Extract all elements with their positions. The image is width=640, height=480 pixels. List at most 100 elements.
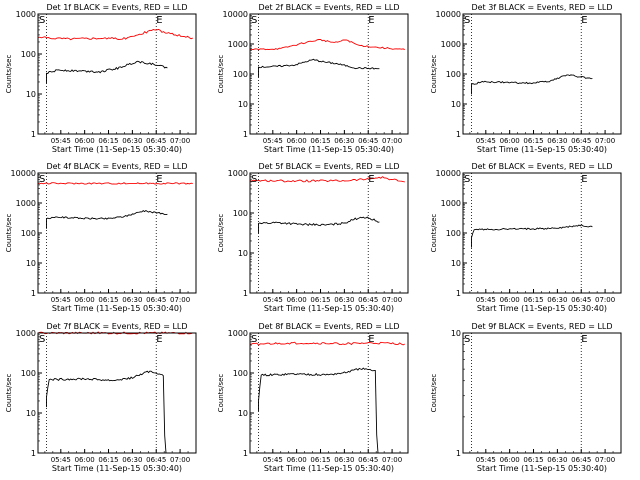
plot-frame bbox=[462, 172, 622, 294]
y-tick-label: 1000 bbox=[16, 199, 36, 208]
panel-title: Det 4f BLACK = Events, RED = LLD bbox=[46, 162, 187, 171]
panel-title: Det 2f BLACK = Events, RED = LLD bbox=[258, 3, 399, 12]
marker-s-label: S bbox=[251, 334, 257, 345]
series-events-line bbox=[471, 224, 593, 248]
x-tick-label: 06:15 bbox=[98, 456, 118, 464]
y-tick-label: 1 bbox=[243, 449, 248, 458]
marker-s-label: S bbox=[39, 334, 45, 345]
plot-frame bbox=[249, 332, 409, 454]
x-axis-label: Start Time (11-Sep-15 05:30:40) bbox=[264, 145, 394, 154]
marker-s-label: S bbox=[251, 174, 257, 185]
y-tick-label: 100 bbox=[21, 369, 36, 378]
x-tick-label: 06:00 bbox=[500, 456, 520, 464]
y-axis-label: Counts/sec bbox=[430, 214, 438, 253]
series-lld-line bbox=[249, 341, 406, 346]
y-tick-label: 1 bbox=[31, 449, 36, 458]
x-tick-label: 05:45 bbox=[51, 296, 71, 304]
y-tick-label: 1000 bbox=[441, 199, 461, 208]
marker-e-label: E bbox=[581, 174, 587, 185]
marker-s-label: S bbox=[464, 334, 470, 345]
series-events-line bbox=[258, 58, 380, 78]
x-tick-label: 06:30 bbox=[547, 296, 567, 304]
marker-e-label: E bbox=[368, 174, 374, 185]
marker-e-label: E bbox=[156, 174, 162, 185]
series-events-line bbox=[46, 60, 168, 84]
panel-title: Det 5f BLACK = Events, RED = LLD bbox=[258, 162, 399, 171]
x-tick-label: 06:30 bbox=[334, 137, 354, 145]
x-tick-label: 06:45 bbox=[358, 296, 378, 304]
y-axis-label: Counts/sec bbox=[430, 55, 438, 94]
y-axis-label: Counts/sec bbox=[430, 374, 438, 413]
x-tick-label: 06:45 bbox=[571, 296, 591, 304]
y-tick-label: 1 bbox=[31, 289, 36, 298]
marker-s-label: S bbox=[464, 15, 470, 26]
x-tick-label: 05:45 bbox=[476, 137, 496, 145]
x-tick-label: 06:45 bbox=[146, 296, 166, 304]
x-tick-label: 06:30 bbox=[122, 296, 142, 304]
panel-det-5: Det 5f BLACK = Events, RED = LLD 1 10 100 10… bbox=[217, 162, 409, 313]
y-tick-label: 10 bbox=[451, 259, 461, 268]
y-tick-label: 100 bbox=[21, 50, 36, 59]
x-tick-label: 05:45 bbox=[476, 456, 496, 464]
y-tick-label: 100 bbox=[233, 369, 248, 378]
x-tick-label: 07:00 bbox=[595, 137, 615, 145]
plot-frame bbox=[249, 13, 409, 135]
x-axis-label: Start Time (11-Sep-15 05:30:40) bbox=[264, 304, 394, 313]
y-tick-label: 1000 bbox=[16, 329, 36, 338]
x-tick-label: 07:00 bbox=[382, 456, 402, 464]
y-tick-label: 1 bbox=[243, 130, 248, 139]
panel-det-2: Det 2f BLACK = Events, RED = LLD 1 10 100 10… bbox=[217, 3, 409, 154]
marker-s-label: S bbox=[39, 174, 45, 185]
x-axis-label: Start Time (11-Sep-15 05:30:40) bbox=[52, 145, 182, 154]
x-tick-label: 07:00 bbox=[595, 296, 615, 304]
panel-title: Det 7f BLACK = Events, RED = LLD bbox=[46, 322, 187, 331]
series-events-line bbox=[46, 209, 168, 229]
marker-s-label: S bbox=[464, 174, 470, 185]
y-axis-label: Counts/sec bbox=[5, 214, 13, 253]
x-tick-label: 06:45 bbox=[146, 137, 166, 145]
y-tick-label: 1 bbox=[456, 130, 461, 139]
x-tick-label: 06:15 bbox=[523, 456, 543, 464]
plot-frame bbox=[37, 13, 197, 135]
x-tick-label: 06:15 bbox=[310, 456, 330, 464]
x-axis-label: Start Time (11-Sep-15 05:30:40) bbox=[52, 304, 182, 313]
plot-frame bbox=[462, 332, 622, 454]
panel-det-9: Det 9f BLACK = Events, RED = LLD 1 10 Count… bbox=[430, 322, 622, 473]
x-tick-label: 06:15 bbox=[98, 296, 118, 304]
plot-frame bbox=[462, 13, 622, 135]
y-tick-label: 10 bbox=[26, 90, 36, 99]
x-tick-label: 07:00 bbox=[170, 456, 190, 464]
y-tick-label: 1 bbox=[456, 289, 461, 298]
x-axis-label: Start Time (11-Sep-15 05:30:40) bbox=[477, 464, 607, 473]
x-tick-label: 06:45 bbox=[146, 456, 166, 464]
marker-e-label: E bbox=[581, 334, 587, 345]
marker-e-label: E bbox=[156, 15, 162, 26]
series-events-line bbox=[258, 367, 380, 454]
y-tick-label: 10000 bbox=[11, 169, 36, 178]
x-tick-label: 06:45 bbox=[571, 456, 591, 464]
x-tick-label: 06:45 bbox=[571, 137, 591, 145]
x-tick-label: 06:15 bbox=[523, 137, 543, 145]
x-tick-label: 05:45 bbox=[263, 456, 283, 464]
y-tick-label: 100 bbox=[446, 229, 461, 238]
y-tick-label: 100 bbox=[233, 70, 248, 79]
y-tick-label: 10 bbox=[238, 409, 248, 418]
y-axis-label: Counts/sec bbox=[5, 374, 13, 413]
x-tick-label: 06:30 bbox=[334, 456, 354, 464]
x-tick-label: 05:45 bbox=[263, 296, 283, 304]
x-tick-label: 06:30 bbox=[122, 456, 142, 464]
x-tick-label: 05:45 bbox=[476, 296, 496, 304]
y-tick-label: 10 bbox=[238, 100, 248, 109]
y-tick-label: 1000 bbox=[441, 40, 461, 49]
x-tick-label: 05:45 bbox=[51, 456, 71, 464]
x-axis-label: Start Time (11-Sep-15 05:30:40) bbox=[52, 464, 182, 473]
y-tick-label: 10000 bbox=[436, 169, 461, 178]
panel-det-1: Det 1f BLACK = Events, RED = LLD 1 10 100 10… bbox=[5, 3, 197, 154]
x-tick-label: 06:00 bbox=[500, 137, 520, 145]
marker-e-label: E bbox=[368, 334, 374, 345]
x-tick-label: 06:00 bbox=[287, 296, 307, 304]
x-tick-label: 06:30 bbox=[334, 296, 354, 304]
series-events-line bbox=[258, 216, 380, 234]
plot-frame bbox=[249, 172, 409, 294]
